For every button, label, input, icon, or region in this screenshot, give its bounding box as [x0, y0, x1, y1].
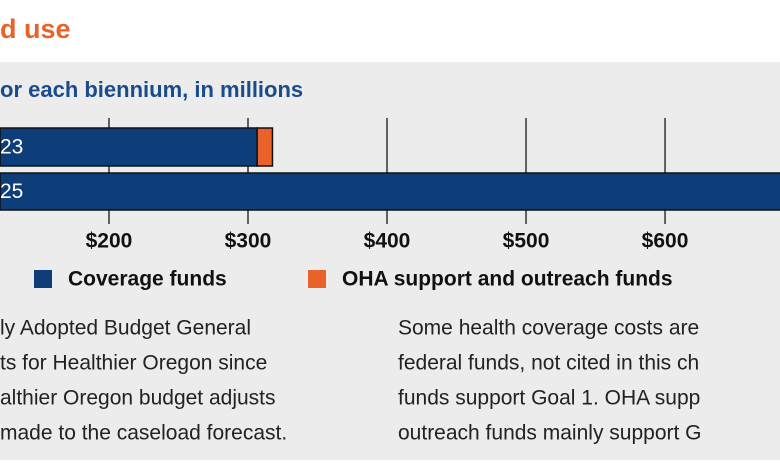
x-tick-label: $200 — [86, 230, 133, 253]
bar — [0, 172, 780, 211]
x-tick-label: $500 — [503, 230, 550, 253]
bar — [256, 127, 274, 167]
note-line: ly Adopted Budget General — [0, 317, 251, 340]
x-tick-label: $400 — [364, 230, 411, 253]
note-line: Some health coverage costs are — [398, 317, 699, 340]
legend-label: Coverage funds — [68, 268, 227, 291]
legend-swatch — [308, 270, 326, 288]
note-line: federal funds, not cited in this ch — [398, 352, 699, 375]
chart-subtitle: or each biennium, in millions — [0, 77, 303, 102]
bar — [0, 127, 258, 167]
x-tick-label: $600 — [642, 230, 689, 253]
x-tick-label: $300 — [225, 230, 272, 253]
note-line: ts for Healthier Oregon since — [0, 352, 267, 375]
legend-swatch — [34, 270, 52, 288]
note-line: outreach funds mainly support G — [398, 422, 702, 445]
category-label: 23 — [0, 136, 23, 159]
note-line: made to the caseload forecast. — [0, 422, 287, 445]
chart-title: d use — [0, 14, 71, 44]
category-label: 25 — [0, 180, 23, 203]
note-line: funds support Goal 1. OHA supp — [398, 387, 700, 410]
legend-label: OHA support and outreach funds — [342, 268, 673, 291]
note-line: althier Oregon budget adjusts — [0, 387, 276, 410]
